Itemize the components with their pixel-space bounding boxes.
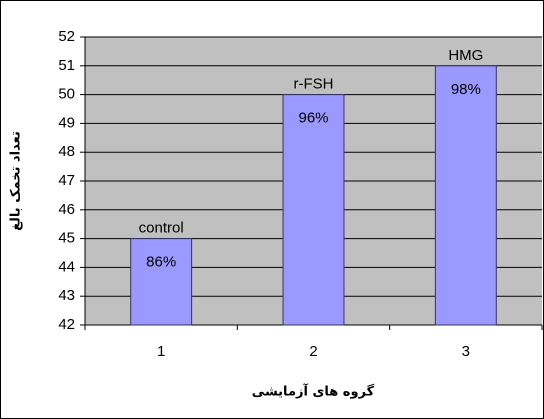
x-tick-label: 1 — [157, 343, 165, 360]
y-tick-label: 52 — [58, 28, 75, 45]
bar-label: HMG — [448, 47, 483, 64]
bar — [434, 65, 497, 326]
bar-label: control — [139, 220, 184, 237]
y-tick-label: 51 — [58, 57, 75, 74]
y-tick-label: 46 — [58, 201, 75, 218]
y-tick-label: 49 — [58, 114, 75, 131]
bar — [130, 238, 193, 326]
percent-label: 96% — [298, 110, 328, 127]
y-tick-label: 44 — [58, 258, 75, 275]
y-tick-label: 42 — [58, 316, 75, 333]
bar — [282, 94, 345, 326]
y-tick-label: 48 — [58, 143, 75, 160]
y-axis-label: تعداد تخمک بالغ — [9, 131, 24, 231]
y-tick-label: 50 — [58, 86, 75, 103]
x-tick-label: 3 — [462, 343, 470, 360]
percent-label: 86% — [146, 254, 176, 271]
y-tick-label: 47 — [58, 172, 75, 189]
bar-label: r-FSH — [294, 76, 334, 93]
y-tick-label: 45 — [58, 230, 75, 247]
x-axis-label: گروه های آزمایشی — [252, 383, 375, 400]
y-tick-label: 43 — [58, 287, 75, 304]
percent-label: 98% — [451, 81, 481, 98]
x-tick-label: 2 — [309, 343, 317, 360]
